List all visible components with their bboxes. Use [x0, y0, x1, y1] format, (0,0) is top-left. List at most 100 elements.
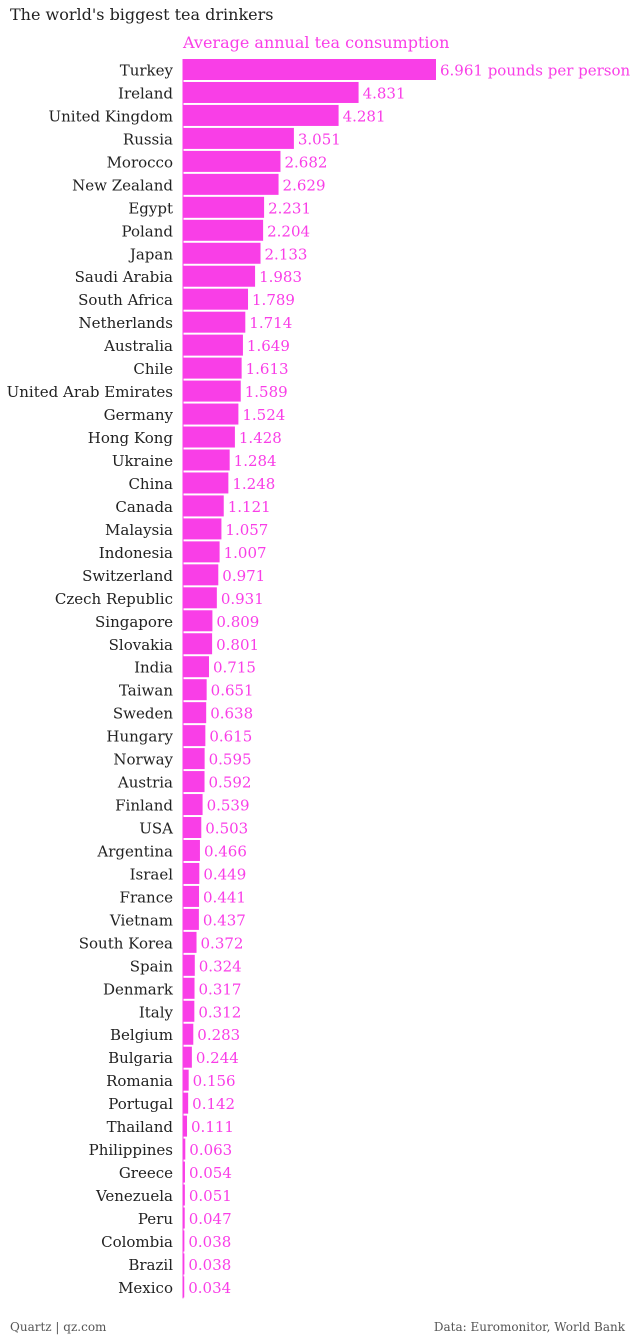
value-label: 0.449 [203, 865, 246, 883]
category-label: South Africa [78, 291, 173, 309]
value-label: 1.589 [245, 383, 288, 401]
category-label: Argentina [96, 842, 173, 860]
value-label: 1.121 [228, 498, 271, 516]
category-label: Saudi Arabia [75, 268, 173, 286]
value-label: 1.983 [259, 268, 302, 286]
category-label: Hong Kong [88, 429, 174, 447]
bar-netherlands [183, 311, 246, 333]
category-label: Singapore [95, 613, 173, 631]
value-label: 0.312 [198, 1003, 241, 1021]
value-label: 0.931 [221, 590, 264, 608]
bar-hungary [183, 725, 206, 747]
value-label: 4.831 [363, 84, 406, 102]
value-label: 0.142 [192, 1095, 235, 1113]
bar-indonesia [183, 541, 220, 563]
bar-belgium [183, 1023, 194, 1045]
value-label: 0.051 [189, 1187, 232, 1205]
value-label: 1.714 [249, 314, 292, 332]
bar-saudi-arabia [183, 265, 256, 287]
bar-israel [183, 862, 200, 884]
category-label: Thailand [107, 1118, 174, 1136]
category-label: Malaysia [105, 521, 173, 539]
value-label: 4.281 [343, 107, 386, 125]
bar-australia [183, 334, 243, 356]
bar-sweden [183, 702, 207, 724]
bar-brazil [183, 1253, 185, 1275]
bar-russia [183, 127, 294, 149]
category-label: Spain [130, 957, 174, 975]
category-label: Chile [133, 360, 173, 378]
value-label: 2.629 [283, 176, 326, 194]
bar-czech-republic [183, 587, 217, 609]
category-label: Slovakia [109, 636, 173, 654]
category-label: Venezuela [95, 1187, 173, 1205]
value-label: 0.651 [211, 682, 254, 700]
value-label: 2.231 [268, 199, 311, 217]
value-label: 0.054 [189, 1164, 232, 1182]
bar-mexico [183, 1276, 185, 1298]
category-label: Israel [130, 865, 174, 883]
category-label: Italy [139, 1003, 174, 1021]
category-label: Belgium [110, 1026, 173, 1044]
bar-ireland [183, 81, 359, 103]
category-label: Czech Republic [55, 590, 173, 608]
bar-portugal [183, 1092, 189, 1114]
category-label: Ireland [118, 84, 173, 102]
bar-greece [183, 1161, 185, 1183]
bar-peru [183, 1207, 185, 1229]
bar-norway [183, 748, 205, 770]
category-label: Vietnam [109, 911, 173, 929]
value-label: 3.051 [298, 130, 341, 148]
category-label: Norway [113, 751, 173, 769]
category-label: India [134, 659, 173, 677]
category-label: Brazil [128, 1256, 173, 1274]
value-label: 1.649 [247, 337, 290, 355]
value-label: 0.441 [203, 888, 246, 906]
bar-vietnam [183, 908, 199, 930]
value-label: 1.248 [232, 475, 275, 493]
category-label: Mexico [118, 1279, 173, 1297]
bar-singapore [183, 610, 213, 632]
category-label: Germany [104, 406, 174, 424]
category-label: Peru [138, 1210, 173, 1228]
value-label: 0.324 [199, 957, 242, 975]
value-label: 0.038 [188, 1233, 231, 1251]
value-label: 0.317 [199, 980, 242, 998]
value-label: 0.437 [203, 911, 246, 929]
bar-united-kingdom [183, 104, 339, 126]
value-label: 1.789 [252, 291, 295, 309]
value-label: 0.372 [201, 934, 244, 952]
category-label: France [120, 888, 174, 906]
category-label: Canada [115, 498, 173, 516]
bar-taiwan [183, 679, 207, 701]
source-text: Data: Euromonitor, World Bank [433, 1320, 625, 1334]
category-label: Bulgaria [108, 1049, 173, 1067]
bar-bulgaria [183, 1046, 192, 1068]
value-label: 0.111 [191, 1118, 234, 1136]
bar-malaysia [183, 518, 222, 540]
value-label: 0.615 [209, 728, 252, 746]
category-label: Sweden [113, 705, 173, 723]
category-label: Indonesia [99, 544, 173, 562]
category-label: Portugal [108, 1095, 173, 1113]
category-label: China [128, 475, 173, 493]
bar-austria [183, 771, 205, 793]
bar-south-korea [183, 931, 197, 953]
value-label: 1.524 [242, 406, 285, 424]
category-label: Egypt [128, 199, 173, 217]
value-label: 0.595 [209, 751, 252, 769]
bar-new-zealand [183, 173, 279, 195]
category-label: United Arab Emirates [7, 383, 173, 401]
category-label: Morocco [107, 153, 173, 171]
category-label: Turkey [120, 62, 174, 80]
bar-germany [183, 403, 239, 425]
category-label: Greece [119, 1164, 173, 1182]
value-label: 1.284 [234, 452, 277, 470]
bar-thailand [183, 1115, 188, 1137]
bar-finland [183, 794, 203, 816]
value-label: 0.156 [193, 1072, 236, 1090]
bar-china [183, 472, 229, 494]
value-label: 0.063 [189, 1141, 232, 1159]
bar-usa [183, 817, 202, 839]
bar-philippines [183, 1138, 186, 1160]
